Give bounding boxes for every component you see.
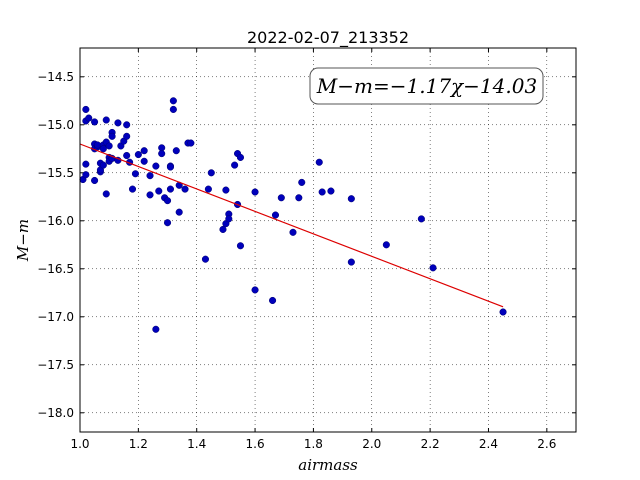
data-point xyxy=(181,185,189,193)
data-point xyxy=(429,264,437,272)
data-point xyxy=(222,186,230,194)
data-point xyxy=(169,97,177,105)
data-point xyxy=(201,255,210,263)
chart-title: 2022-02-07_213352 xyxy=(247,28,409,48)
data-point xyxy=(102,116,110,124)
plot-frame xyxy=(79,47,577,433)
data-point xyxy=(85,114,93,122)
data-point xyxy=(91,118,99,126)
data-point xyxy=(91,176,99,185)
x-tick-label: 2.2 xyxy=(421,437,440,451)
data-point xyxy=(251,188,259,196)
x-tick-label: 2.6 xyxy=(537,437,556,451)
data-point xyxy=(105,142,113,150)
data-point xyxy=(318,188,326,196)
data-point xyxy=(225,215,233,223)
y-tick-label: −16.0 xyxy=(37,214,74,228)
data-point xyxy=(155,187,163,195)
data-point xyxy=(131,170,139,178)
data-point xyxy=(175,208,183,216)
data-point xyxy=(108,132,116,140)
data-point xyxy=(163,219,172,227)
data-point xyxy=(236,242,245,250)
fit-equation-annotation: M−m=−1.17χ−14.03 xyxy=(309,67,544,105)
x-tick-label: 1.8 xyxy=(304,437,323,451)
y-tick-labels: −14.5 −15.0 −15.5 −16.0 −16.5 −17.0 −17.5 −18.0 xyxy=(37,70,74,420)
y-tick-label: −16.5 xyxy=(37,262,74,276)
data-point xyxy=(382,241,390,249)
data-point xyxy=(298,178,306,186)
data-point xyxy=(231,161,239,169)
data-point xyxy=(289,228,297,236)
data-point xyxy=(158,150,166,158)
x-tick-label: 2.4 xyxy=(479,437,498,451)
ticks xyxy=(79,48,576,432)
data-point xyxy=(187,139,195,147)
x-tick-label: 1.2 xyxy=(129,437,148,451)
y-tick-label: −17.5 xyxy=(37,358,74,372)
data-point xyxy=(315,158,323,166)
grid xyxy=(79,48,576,432)
data-point xyxy=(82,160,90,168)
fit-line xyxy=(79,143,504,308)
data-point xyxy=(327,187,335,195)
y-tick-label: −15.0 xyxy=(37,118,74,132)
data-point xyxy=(269,296,277,305)
data-point xyxy=(251,286,259,294)
data-point xyxy=(166,185,174,193)
data-point xyxy=(102,190,110,198)
data-point xyxy=(123,132,131,140)
y-tick-label: −15.5 xyxy=(37,166,74,180)
x-tick-label: 1.6 xyxy=(246,437,265,451)
y-tick-label: −14.5 xyxy=(37,70,74,84)
data-point xyxy=(271,211,280,219)
data-point xyxy=(499,308,507,316)
data-point xyxy=(134,151,142,159)
data-point xyxy=(82,171,90,179)
x-tick-labels: 1.0 1.2 1.4 1.6 1.8 2.0 2.2 2.4 2.6 xyxy=(70,437,556,451)
y-axis-label: M−m xyxy=(14,219,32,262)
data-point xyxy=(82,105,90,113)
data-point xyxy=(417,215,425,223)
x-tick-label: 2.0 xyxy=(362,437,381,451)
data-point xyxy=(204,185,212,193)
data-point xyxy=(146,172,154,180)
data-point xyxy=(207,169,215,177)
data-point xyxy=(99,161,107,169)
x-tick-label: 1.4 xyxy=(187,437,206,451)
data-point xyxy=(146,191,154,199)
data-point xyxy=(123,151,131,160)
data-point xyxy=(236,153,245,161)
data-point xyxy=(99,145,107,153)
data-point xyxy=(140,157,148,165)
data-point xyxy=(219,225,227,233)
annotation-text: M−m=−1.17χ−14.03 xyxy=(316,74,537,98)
data-point xyxy=(123,121,131,129)
data-point xyxy=(347,195,355,203)
data-point xyxy=(166,163,174,171)
data-point xyxy=(277,194,285,202)
data-point xyxy=(347,258,355,266)
data-point xyxy=(172,147,180,155)
data-point xyxy=(140,147,148,155)
x-axis-label: airmass xyxy=(298,456,358,474)
data-point xyxy=(114,119,122,127)
fit-line-group xyxy=(79,143,504,308)
data-point xyxy=(169,105,177,113)
data-point xyxy=(152,325,160,333)
y-tick-label: −18.0 xyxy=(37,406,74,420)
data-point xyxy=(163,197,172,205)
y-tick-label: −17.0 xyxy=(37,310,74,324)
x-tick-label: 1.0 xyxy=(70,437,89,451)
data-point xyxy=(295,194,303,202)
data-point xyxy=(152,162,160,170)
data-point xyxy=(128,185,137,193)
annotation-box xyxy=(309,67,544,105)
